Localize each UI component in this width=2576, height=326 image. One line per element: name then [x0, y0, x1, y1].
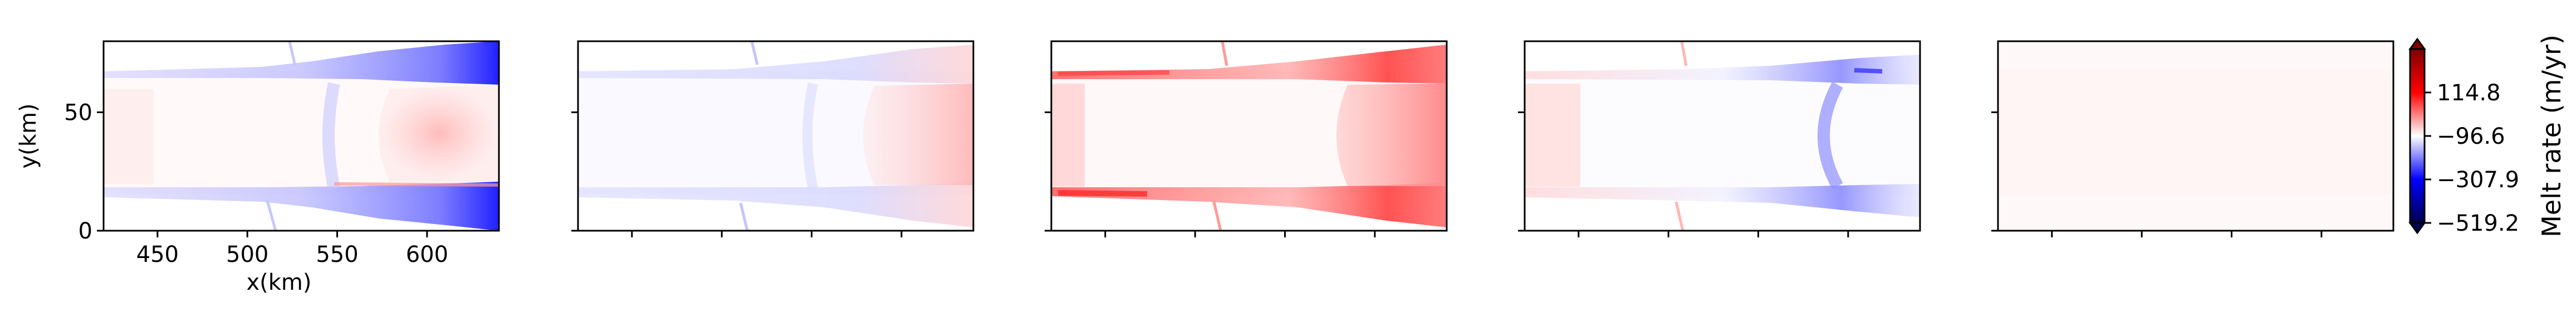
x-axis-label: x(km): [246, 270, 311, 295]
x-tick-label: 500: [226, 242, 268, 267]
panel-3: [1051, 41, 1447, 231]
axes-frame: [1050, 40, 1448, 232]
axes-panel-1: 450 500 550 600 0 50 x(km) y(km): [16, 40, 500, 295]
x-tick-label: 550: [316, 242, 358, 267]
axes-panel-5: [1991, 40, 2394, 237]
axes-frame: [102, 40, 500, 232]
y-tick-label: 50: [64, 100, 92, 126]
axes-panel-4: [1518, 40, 1921, 237]
axes-frame: [577, 40, 974, 232]
y-tick-label: 0: [79, 218, 92, 244]
axes-panel-3: [1045, 40, 1448, 237]
axes-panel-2: [571, 40, 974, 237]
colorbar-extend-bottom: [2408, 222, 2426, 235]
panel-2: [578, 41, 973, 231]
colorbar-extend-top: [2408, 37, 2426, 50]
colorbar-label: Melt rate (m/yr): [2536, 35, 2567, 237]
colorbar-gradient: [2409, 48, 2426, 224]
colorbar: 114.8 −96.6 −307.9 −519.2 Melt rate (m/yr): [2408, 35, 2567, 237]
y-axis-label: y(km): [16, 103, 41, 168]
panel-4: [1525, 41, 1920, 231]
x-tick-label: 600: [406, 242, 448, 267]
colorbar-tick-label: −307.9: [2437, 167, 2519, 193]
panel-5: [1998, 41, 2393, 231]
x-tick-label: 450: [136, 242, 179, 267]
panel-1: [104, 41, 499, 231]
colorbar-tick-label: 114.8: [2437, 80, 2501, 106]
axes-frame: [1997, 40, 2394, 232]
colorbar-tick-label: −96.6: [2437, 124, 2505, 149]
colorbar-tick-label: −519.2: [2437, 211, 2519, 236]
axes-frame: [1524, 40, 1921, 232]
